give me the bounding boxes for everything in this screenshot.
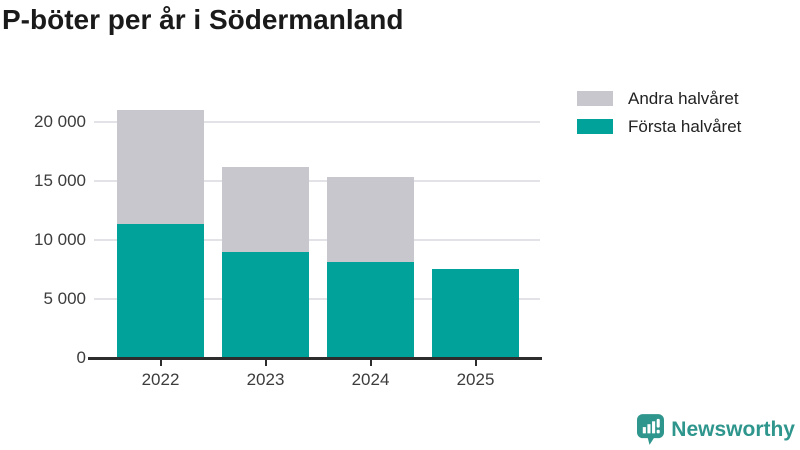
legend-item: Andra halvåret <box>577 90 741 107</box>
x-tick-mark <box>474 360 477 366</box>
chart-title: P-böter per år i Södermanland <box>2 4 404 35</box>
legend-item: Första halvåret <box>577 118 741 135</box>
legend-label: Första halvåret <box>628 117 742 136</box>
y-tick-label: 5 000 <box>43 288 86 308</box>
y-tick-label: 10 000 <box>34 229 86 249</box>
x-tick-mark <box>369 360 372 366</box>
legend: Andra halvåret Första halvåret <box>577 90 741 146</box>
newsworthy-branding: Newsworthy <box>637 414 795 445</box>
bar-chart-speech-bubble-icon <box>637 414 665 445</box>
y-tick-label: 0 <box>76 348 86 367</box>
gridline <box>94 238 540 241</box>
y-tick-label: 20 000 <box>34 111 86 131</box>
gridline <box>94 179 540 182</box>
legend-label: Andra halvåret <box>628 89 739 108</box>
bar-segment <box>326 177 415 263</box>
bar-segment <box>221 166 310 252</box>
x-tick-label: 2022 <box>141 370 180 389</box>
bar-segment <box>431 269 520 358</box>
bar-segment <box>326 262 415 358</box>
bar-segment <box>116 109 205 225</box>
gridline <box>94 297 540 300</box>
legend-swatch <box>577 91 613 106</box>
x-tick-label: 2025 <box>456 370 495 389</box>
x-tick-label: 2024 <box>351 370 390 389</box>
legend-swatch <box>577 119 613 134</box>
newsworthy-wordmark: Newsworthy <box>671 417 795 441</box>
x-tick-label: 2023 <box>246 370 285 389</box>
bar-segment <box>116 224 205 358</box>
bar-segment <box>221 251 310 358</box>
gridline <box>94 120 540 123</box>
x-axis-line <box>88 357 542 360</box>
x-tick-mark <box>264 360 267 366</box>
x-tick-mark <box>159 360 162 366</box>
y-tick-label: 15 000 <box>34 170 86 190</box>
